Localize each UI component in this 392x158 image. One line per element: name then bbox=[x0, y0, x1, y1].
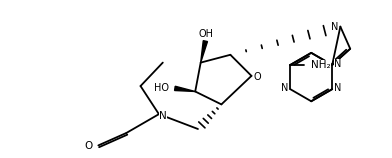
Text: N: N bbox=[331, 22, 338, 32]
Polygon shape bbox=[174, 86, 195, 91]
Text: O: O bbox=[253, 72, 261, 82]
Text: N: N bbox=[281, 83, 289, 93]
Text: N: N bbox=[159, 111, 167, 121]
Text: N: N bbox=[334, 59, 342, 69]
Text: OH: OH bbox=[199, 30, 214, 40]
Text: N: N bbox=[334, 83, 341, 93]
Polygon shape bbox=[201, 41, 207, 63]
Text: O: O bbox=[85, 141, 93, 151]
Text: HO: HO bbox=[154, 83, 169, 93]
Text: NH₂: NH₂ bbox=[311, 60, 331, 70]
